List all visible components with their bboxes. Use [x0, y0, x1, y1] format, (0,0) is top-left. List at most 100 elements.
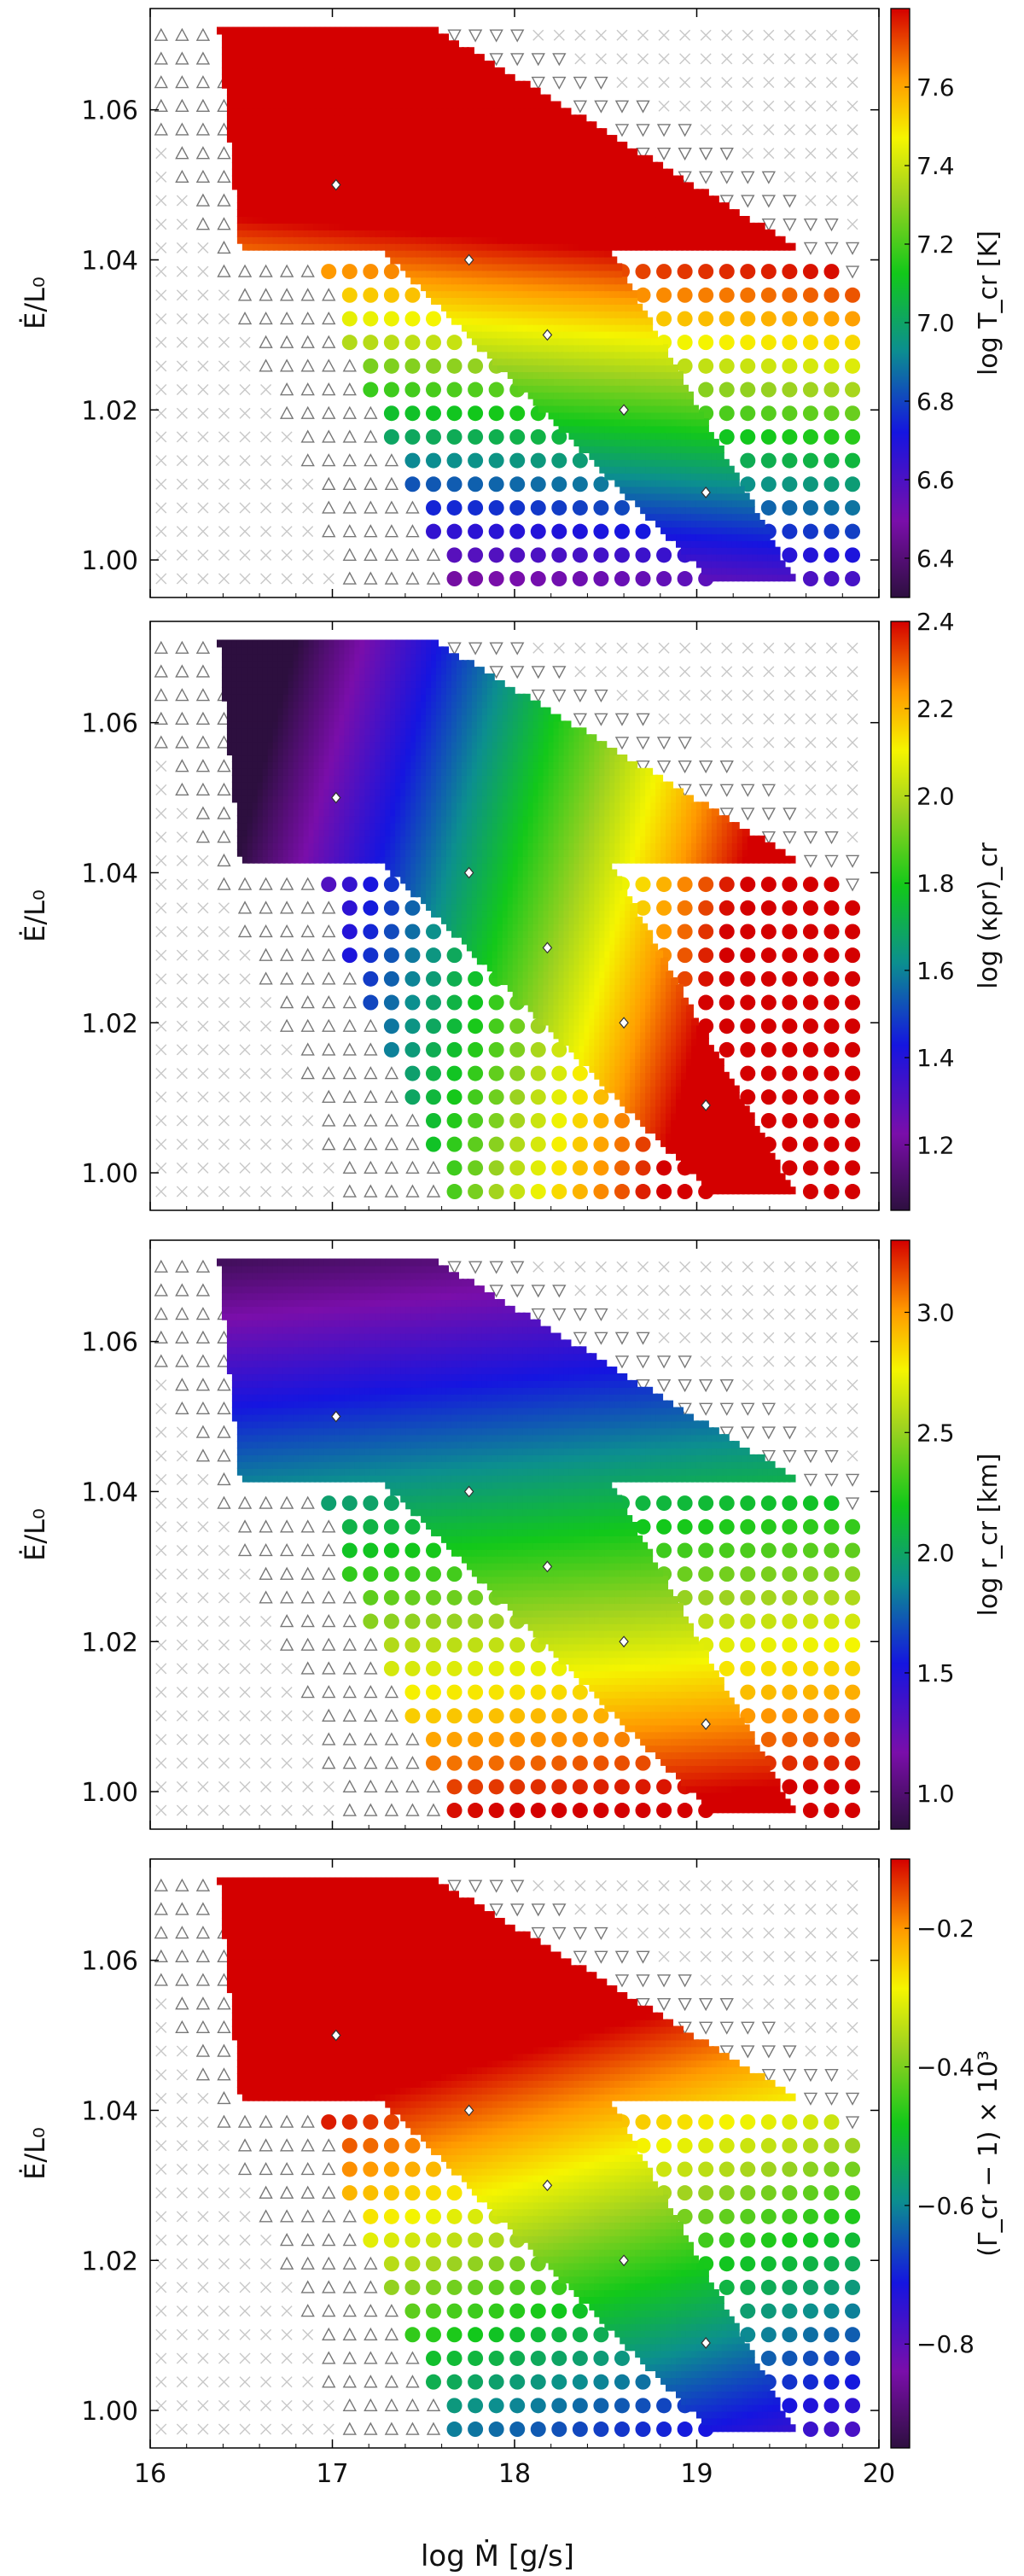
solution-point: [677, 311, 693, 327]
band-cell: [313, 229, 322, 237]
solution-point: [530, 1184, 546, 1200]
band-cell: [609, 175, 618, 184]
colorbar-tick-label: 7.6: [916, 73, 955, 102]
band-cell: [736, 492, 745, 501]
cross-marker: [176, 854, 188, 866]
band-cell: [354, 175, 363, 184]
band-cell: [640, 344, 649, 353]
band-cell: [466, 317, 474, 325]
band-cell: [416, 277, 424, 285]
band-cell: [395, 215, 404, 224]
band-cell: [563, 330, 572, 339]
band-cell: [543, 263, 551, 271]
solution-point: [425, 1136, 441, 1152]
band-cell: [349, 54, 358, 62]
band-cell: [645, 189, 654, 197]
band-cell: [579, 209, 587, 218]
solution-point: [782, 405, 798, 422]
band-cell: [416, 135, 424, 143]
band-cell: [456, 135, 464, 143]
band-cell: [461, 317, 469, 325]
band-cell: [680, 533, 689, 541]
band-cell: [298, 148, 306, 156]
band-cell: [252, 128, 260, 137]
band-cell: [614, 418, 623, 427]
cross-marker: [805, 195, 817, 207]
down-triangle-marker: [845, 878, 860, 892]
band-cell: [706, 533, 714, 541]
solution-point: [572, 1136, 588, 1152]
up-triangle-marker: [322, 1018, 336, 1032]
band-cell: [563, 175, 572, 184]
band-cell: [282, 61, 291, 69]
band-cell: [666, 405, 674, 413]
band-cell: [507, 222, 515, 230]
band-cell: [497, 323, 505, 332]
band-cell: [507, 317, 515, 325]
band-cell: [303, 195, 311, 204]
band-cell: [481, 256, 490, 265]
cross-marker: [847, 171, 858, 183]
band-cell: [614, 452, 623, 460]
band-cell: [645, 439, 654, 447]
cross-marker: [155, 925, 167, 937]
band-cell: [247, 80, 255, 89]
band-cell: [461, 202, 469, 211]
band-cell: [645, 391, 654, 399]
band-cell: [416, 263, 424, 271]
band-cell: [517, 242, 526, 251]
band-cell: [416, 215, 424, 224]
band-cell: [344, 67, 352, 75]
up-triangle-marker: [322, 1089, 336, 1103]
band-cell: [599, 283, 608, 292]
band-cell: [354, 189, 363, 197]
band-cell: [385, 47, 393, 55]
band-cell: [507, 337, 515, 346]
band-cell: [303, 236, 311, 244]
solution-point: [698, 994, 714, 1011]
band-cell: [680, 432, 689, 440]
band-cell: [231, 161, 240, 170]
solution-point: [845, 1136, 861, 1152]
band-cell: [690, 513, 699, 522]
band-cell: [731, 546, 740, 555]
band-cell: [364, 54, 373, 62]
band-cell: [568, 148, 577, 156]
band-cell: [711, 539, 719, 548]
band-cell: [502, 87, 510, 96]
band-cell: [364, 94, 373, 102]
band-cell: [476, 209, 485, 218]
solution-point: [802, 947, 818, 964]
band-cell: [640, 317, 649, 325]
band-cell: [421, 222, 429, 230]
band-cell: [395, 195, 404, 204]
band-cell: [359, 40, 368, 49]
band-cell: [604, 182, 613, 190]
band-cell: [645, 418, 654, 427]
solution-point: [468, 382, 484, 398]
band-cell: [323, 108, 332, 116]
band-cell: [655, 445, 664, 453]
band-cell: [527, 310, 536, 318]
band-cell: [421, 87, 429, 96]
band-cell: [589, 425, 597, 434]
band-cell: [620, 242, 628, 251]
band-cell: [645, 236, 654, 244]
solution-point: [823, 1089, 840, 1105]
band-cell: [584, 337, 592, 346]
band-cell: [676, 411, 684, 420]
band-cell: [599, 398, 608, 406]
band-cell: [645, 161, 654, 170]
band-cell: [318, 189, 327, 197]
band-cell: [349, 47, 358, 55]
band-cell: [456, 67, 464, 75]
up-triangle-marker: [279, 335, 294, 348]
band-cell: [395, 128, 404, 137]
band-cell: [431, 202, 439, 211]
cross-marker: [239, 431, 251, 443]
band-cell: [308, 26, 317, 35]
band-cell: [293, 175, 301, 184]
band-cell: [359, 73, 368, 82]
band-cell: [548, 290, 556, 299]
band-cell: [655, 222, 664, 230]
